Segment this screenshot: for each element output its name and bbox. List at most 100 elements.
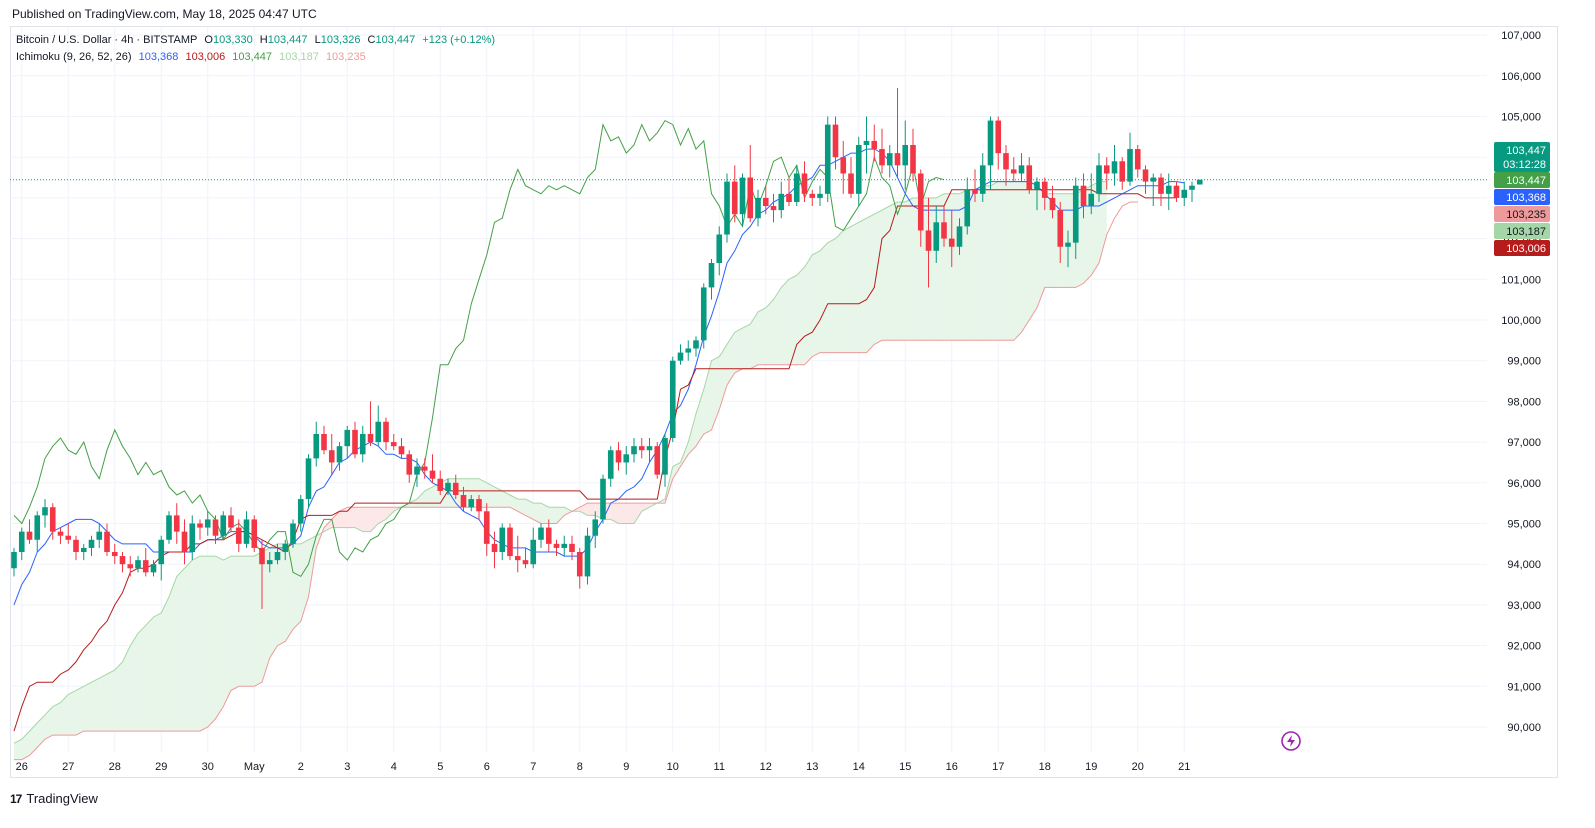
candle-body bbox=[119, 556, 126, 565]
tenkan-price-tag-text: 103,368 bbox=[1506, 192, 1546, 204]
candle-body bbox=[235, 527, 242, 544]
candle-body bbox=[708, 263, 715, 288]
time-tick-label: 20 bbox=[1132, 761, 1144, 773]
candle-body bbox=[1119, 161, 1126, 182]
cloud-segment bbox=[14, 739, 22, 760]
high-value: 103,447 bbox=[267, 34, 308, 46]
candle-body bbox=[964, 189, 971, 227]
time-tick-label: 13 bbox=[806, 761, 818, 773]
candle-body bbox=[290, 523, 296, 544]
ichimoku-cloud bbox=[14, 181, 1107, 760]
tenkan-value: 103,368 bbox=[138, 51, 179, 63]
span-b-price-tag bbox=[1494, 206, 1550, 222]
cloud-segment bbox=[99, 674, 107, 732]
cloud-segment bbox=[889, 201, 898, 341]
time-tick-label: 6 bbox=[484, 761, 490, 773]
candle-body bbox=[561, 543, 568, 548]
candle-body bbox=[1181, 189, 1188, 198]
cloud-segment bbox=[37, 714, 45, 748]
candle-body bbox=[127, 564, 134, 569]
cloud-segment bbox=[998, 181, 1006, 341]
candle-body bbox=[623, 454, 630, 463]
candle-body bbox=[313, 433, 320, 459]
time-tick-label: 15 bbox=[899, 761, 911, 773]
cloud-segment bbox=[378, 507, 386, 524]
candle-body bbox=[755, 197, 761, 219]
cloud-segment bbox=[207, 556, 216, 727]
time-tick-label: 28 bbox=[109, 761, 121, 773]
cloud-segment bbox=[688, 413, 696, 455]
time-axis: 26 27 28 29 30 May 2 3 4 5 6 7 8 9 10 11 12 13 14 15 16 17 18 1… bbox=[16, 761, 1191, 773]
indicator-title[interactable]: Ichimoku (9, 26, 52, 26) bbox=[16, 51, 132, 63]
chikou-span-line bbox=[13, 119, 945, 578]
candle-body bbox=[398, 446, 405, 455]
candle-body bbox=[677, 352, 684, 361]
cloud-segment bbox=[804, 254, 813, 365]
cloud-segment bbox=[339, 507, 348, 528]
candle-body bbox=[390, 442, 397, 447]
candle-body bbox=[592, 519, 599, 536]
cloud-segment bbox=[153, 613, 162, 732]
candle-body bbox=[956, 226, 963, 247]
candle-body bbox=[57, 531, 64, 536]
candle-body bbox=[824, 124, 831, 194]
cloud-segment bbox=[1029, 181, 1037, 320]
symbol-title[interactable]: Bitcoin / U.S. Dollar · 4h · BITSTAMP bbox=[16, 34, 198, 46]
cloud-segment bbox=[362, 507, 371, 532]
candle-body bbox=[135, 560, 141, 569]
candle-body bbox=[762, 197, 769, 207]
time-tick-label: 9 bbox=[623, 761, 629, 773]
candle-body bbox=[476, 499, 482, 512]
candle-body bbox=[197, 523, 203, 528]
candle-body bbox=[925, 230, 932, 251]
candle-body bbox=[173, 515, 180, 532]
chikou-price-tag-text: 103,447 bbox=[1506, 175, 1546, 187]
flash-icon[interactable] bbox=[1281, 731, 1301, 751]
span-b-price-tag-text: 103,235 bbox=[1506, 209, 1546, 221]
chart-pane[interactable] bbox=[10, 26, 1558, 778]
cloud-segment bbox=[982, 185, 991, 341]
candle-body bbox=[352, 429, 358, 455]
candle-body bbox=[88, 539, 95, 548]
cloud-segment bbox=[130, 633, 138, 732]
cloud-segment bbox=[812, 250, 820, 357]
cloud-segment bbox=[564, 507, 572, 516]
price-tags: 103,447 03:12:28 103,447 103,368 103,235 103,… bbox=[1494, 142, 1550, 256]
candle-body bbox=[863, 140, 870, 145]
candle-body bbox=[491, 543, 498, 552]
cloud-segment bbox=[866, 214, 875, 353]
candle-body bbox=[631, 446, 637, 455]
candle-body bbox=[1173, 185, 1180, 198]
cloud-segment bbox=[176, 568, 185, 732]
cloud-segment bbox=[967, 189, 975, 341]
price-tick-label: 97,000 bbox=[1507, 437, 1541, 449]
time-tick-label: 19 bbox=[1085, 761, 1097, 773]
candle-body bbox=[228, 515, 234, 528]
last-price-tag-text: 03:12:28 bbox=[1503, 159, 1546, 171]
candle-body bbox=[747, 177, 754, 219]
cloud-segment bbox=[386, 507, 394, 520]
cloud-segment bbox=[634, 503, 642, 524]
candle-body bbox=[406, 454, 413, 475]
cloud-segment bbox=[285, 543, 293, 642]
time-tick-label: 17 bbox=[992, 761, 1004, 773]
footer-brand[interactable]: 17 TradingView bbox=[10, 791, 98, 806]
candle-body bbox=[243, 519, 250, 544]
cloud-segment bbox=[200, 556, 208, 732]
cloud-segment bbox=[541, 503, 549, 524]
cloud-segment bbox=[533, 503, 541, 524]
time-tick-label: 29 bbox=[155, 761, 167, 773]
cloud-segment bbox=[223, 556, 231, 707]
candle-body bbox=[855, 144, 862, 194]
cloud-segment bbox=[83, 682, 92, 732]
candle-body bbox=[724, 181, 730, 235]
candle-body bbox=[584, 535, 591, 577]
cloud-segment bbox=[758, 307, 766, 365]
candle-body bbox=[1041, 181, 1048, 198]
cloud-segment bbox=[905, 197, 913, 341]
span-a-price-tag bbox=[1494, 223, 1550, 239]
cloud-segment bbox=[231, 556, 239, 691]
cloud-segment bbox=[355, 507, 363, 532]
candle-body bbox=[80, 547, 87, 552]
